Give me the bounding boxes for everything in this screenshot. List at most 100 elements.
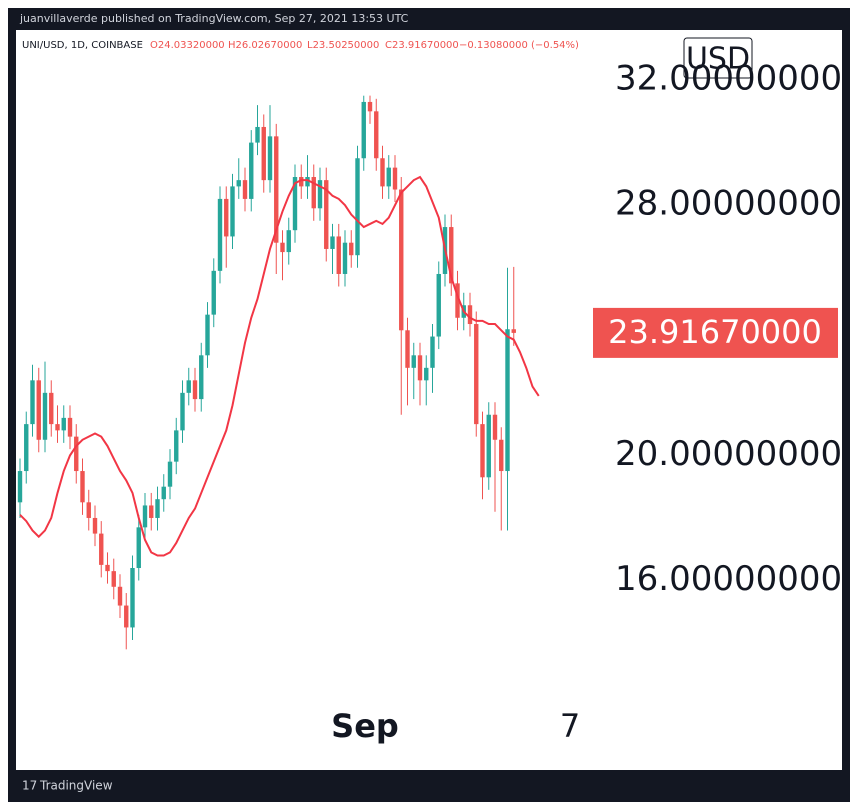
- candle-body: [280, 242, 285, 253]
- price-tag: [593, 307, 838, 358]
- candle-body: [449, 227, 454, 284]
- plot-area: [16, 30, 842, 770]
- candle-body: [249, 142, 254, 199]
- candle-body: [405, 330, 410, 368]
- header: juanvillaverde published on TradingView.…: [19, 12, 409, 25]
- candle-body: [199, 355, 204, 400]
- footer-logo: 17: [22, 779, 37, 793]
- candle-body: [217, 198, 223, 271]
- candle-body: [342, 242, 348, 274]
- candle-body: [349, 242, 354, 256]
- price-tag-label: 23.91670000: [608, 313, 822, 351]
- candle-body: [324, 180, 329, 249]
- legend-close: C23.91670000: [385, 40, 459, 51]
- candle-body: [336, 236, 341, 274]
- candle-body: [436, 273, 441, 337]
- candle-body: [42, 392, 48, 440]
- candle-body: [467, 305, 473, 325]
- candle-body: [330, 236, 335, 249]
- candle-body: [186, 380, 191, 393]
- candle-body: [192, 380, 198, 400]
- candle-body: [317, 180, 323, 209]
- candle-body: [230, 186, 235, 237]
- x-tick-label: 7: [560, 707, 580, 745]
- candle-body: [374, 111, 379, 159]
- candle-body: [99, 533, 104, 565]
- candle-body: [36, 380, 41, 440]
- candle-body: [136, 527, 141, 569]
- currency: USD: [686, 42, 750, 77]
- candle-body: [286, 230, 291, 253]
- y-tick-label: 32.00000000: [615, 59, 842, 99]
- candle-body: [392, 167, 398, 190]
- candle-body: [242, 180, 248, 199]
- legend-high: H26.02670000: [228, 40, 302, 51]
- candle-body: [167, 461, 173, 487]
- candle-body: [261, 126, 266, 181]
- candle-body: [86, 502, 91, 518]
- candle-body: [67, 417, 73, 437]
- candle-body: [455, 283, 460, 318]
- candle-body: [311, 177, 316, 209]
- candle-body: [367, 101, 373, 112]
- candle-body: [174, 430, 179, 462]
- legend-low: L23.50250000: [307, 40, 379, 51]
- candle-body: [117, 586, 123, 606]
- moving-average: [19, 175, 540, 557]
- candle-body: [386, 167, 391, 187]
- candle-body: [111, 571, 116, 587]
- candle-body: [124, 605, 129, 628]
- candle-body: [80, 471, 85, 503]
- candle-body: [417, 355, 423, 381]
- candle-body: [486, 414, 491, 478]
- candle-body: [24, 424, 29, 472]
- candle-body: [505, 329, 510, 472]
- legend-open: O24.03320000: [150, 40, 225, 51]
- candle-body: [224, 198, 229, 237]
- candle-body: [424, 367, 429, 381]
- footer: TradingView: [39, 779, 113, 793]
- candle-body: [30, 380, 35, 425]
- candle-body: [474, 324, 479, 425]
- candle-body: [380, 158, 385, 187]
- candle-body: [180, 392, 185, 431]
- candle-body: [411, 355, 416, 368]
- legend-change: −0.13080000 (−0.54%): [459, 40, 579, 51]
- x-tick-label: Sep: [331, 707, 399, 745]
- candle-body: [399, 189, 404, 331]
- candle-body: [149, 505, 154, 518]
- candle-body: [274, 136, 279, 243]
- candle-body: [55, 424, 60, 431]
- candle-body: [17, 471, 23, 503]
- y-tick-label: 16.00000000: [615, 559, 842, 599]
- y-tick-label: 28.00000000: [615, 184, 842, 224]
- candle-body: [299, 177, 304, 187]
- candle-body: [155, 499, 160, 518]
- legend-symbol: UNI/USD, 1D, COINBASE: [22, 40, 143, 51]
- candle-body: [205, 314, 210, 356]
- candle-body: [92, 517, 98, 534]
- currency-box: [683, 37, 753, 79]
- candle-body: [49, 392, 54, 425]
- candle-body: [305, 177, 310, 187]
- candle-body: [511, 329, 516, 333]
- candle-body: [361, 101, 366, 159]
- candle-body: [74, 436, 79, 472]
- candle-body: [61, 417, 66, 431]
- candle-body: [355, 158, 360, 256]
- candle-body: [211, 270, 216, 315]
- candle-body: [499, 439, 504, 472]
- candle-body: [236, 180, 241, 187]
- candle-body: [130, 568, 135, 628]
- candle-body: [267, 136, 273, 181]
- candle-body: [161, 486, 166, 500]
- candle-body: [255, 126, 260, 143]
- candle-body: [480, 424, 485, 478]
- y-tick-label: 20.00000000: [615, 434, 842, 474]
- candle-body: [492, 414, 498, 440]
- candle-body: [430, 336, 435, 368]
- candle-body: [105, 564, 110, 572]
- candle-body: [292, 177, 298, 231]
- candle-body: [142, 505, 148, 528]
